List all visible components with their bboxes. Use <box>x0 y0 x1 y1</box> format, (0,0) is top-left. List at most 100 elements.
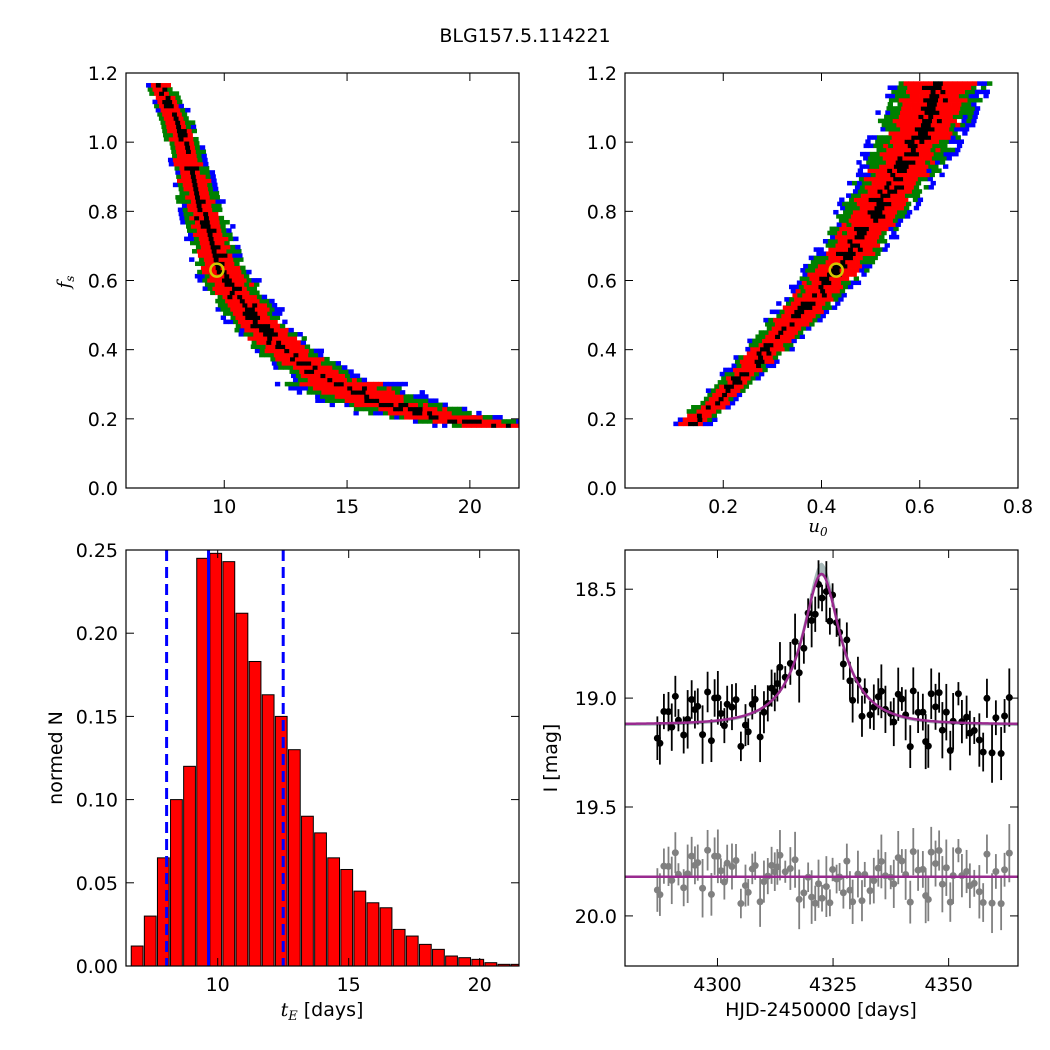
density-cell <box>178 103 184 109</box>
density-cell <box>870 251 876 256</box>
density-cell <box>358 406 365 412</box>
residual-point <box>983 850 991 858</box>
density-cell <box>301 361 307 366</box>
density-cell <box>783 342 789 348</box>
data-point <box>924 742 932 750</box>
density-cell <box>834 234 841 240</box>
y-tick-label: 0.0 <box>88 478 118 500</box>
density-cell <box>207 182 213 188</box>
density-cell <box>872 239 878 244</box>
density-cell <box>375 390 381 395</box>
density-cell <box>246 278 252 283</box>
density-cell <box>938 114 944 120</box>
density-cell <box>791 313 797 319</box>
density-cell <box>823 309 830 315</box>
density-cell <box>892 218 899 223</box>
y-tick-label: 0.2 <box>88 409 118 431</box>
density-cell <box>195 261 201 267</box>
density-cell <box>186 228 193 233</box>
density-cell <box>342 365 348 370</box>
density-cell <box>778 317 784 323</box>
density-cell <box>178 116 184 121</box>
density-cell <box>716 409 722 414</box>
density-cell <box>178 211 184 217</box>
density-cell <box>229 273 235 279</box>
data-point <box>704 688 712 696</box>
density-cell <box>194 195 201 200</box>
density-cell <box>936 85 943 90</box>
density-cell <box>363 381 369 387</box>
density-cell <box>224 219 230 225</box>
density-cell <box>328 369 335 374</box>
density-cell <box>239 273 245 279</box>
density-cell <box>947 97 954 103</box>
density-cell <box>491 423 497 428</box>
density-cell <box>715 400 721 406</box>
density-cell <box>497 415 503 420</box>
density-cell <box>895 172 901 178</box>
density-cell <box>865 251 871 256</box>
density-cell <box>929 93 935 99</box>
density-cell <box>833 297 839 302</box>
data-point <box>811 610 819 618</box>
density-cell <box>240 323 246 329</box>
density-cell <box>247 319 254 325</box>
density-cell <box>285 344 291 350</box>
density-cell <box>902 156 908 161</box>
density-cell <box>291 336 298 341</box>
hist-bar <box>143 915 157 966</box>
best-fit-marker <box>828 262 844 278</box>
density-cell <box>427 402 434 408</box>
data-point <box>946 747 954 755</box>
density-cell <box>317 365 323 370</box>
density-cell <box>273 327 280 333</box>
density-cell <box>813 297 820 302</box>
density-cell <box>897 168 903 173</box>
density-cell <box>206 228 212 233</box>
density-cell <box>155 83 162 88</box>
density-cell <box>167 99 173 105</box>
density-cell <box>691 409 697 414</box>
density-cell <box>859 205 866 211</box>
density-cell <box>352 385 358 391</box>
density-cell <box>222 286 228 291</box>
hist-bar <box>156 857 170 966</box>
density-cell <box>725 388 731 393</box>
density-cell <box>221 228 227 233</box>
density-cell <box>210 290 216 296</box>
hist-bar <box>432 948 445 966</box>
density-cell <box>811 280 817 286</box>
density-cell <box>844 234 851 240</box>
density-cell <box>848 218 854 223</box>
density-cell <box>960 89 966 95</box>
density-cell <box>810 313 817 319</box>
density-cell <box>150 83 157 88</box>
x-tick-label: 4350 <box>924 974 972 996</box>
density-cell <box>897 209 903 215</box>
density-cell <box>833 209 839 215</box>
density-cell <box>257 302 263 308</box>
density-cell <box>855 243 861 248</box>
density-cell <box>299 344 306 350</box>
data-point <box>688 696 696 704</box>
residual-point <box>744 888 752 896</box>
density-cell <box>195 219 201 225</box>
density-cell <box>853 197 860 203</box>
density-cell <box>196 153 202 159</box>
hist-bar <box>170 799 183 966</box>
density-cell <box>178 161 184 167</box>
density-cell <box>167 87 173 92</box>
density-cell <box>226 249 232 254</box>
density-cell <box>427 419 433 424</box>
density-cell <box>252 311 258 316</box>
density-cell <box>723 396 729 402</box>
density-cell <box>202 232 209 237</box>
density-cell <box>913 97 919 103</box>
y-axis-label: normed N <box>45 711 67 805</box>
residual-point <box>839 889 847 897</box>
density-cell <box>893 226 899 232</box>
density-cell <box>893 164 900 169</box>
density-cell <box>174 166 180 171</box>
density-cell <box>843 284 849 290</box>
density-cell <box>893 97 900 103</box>
